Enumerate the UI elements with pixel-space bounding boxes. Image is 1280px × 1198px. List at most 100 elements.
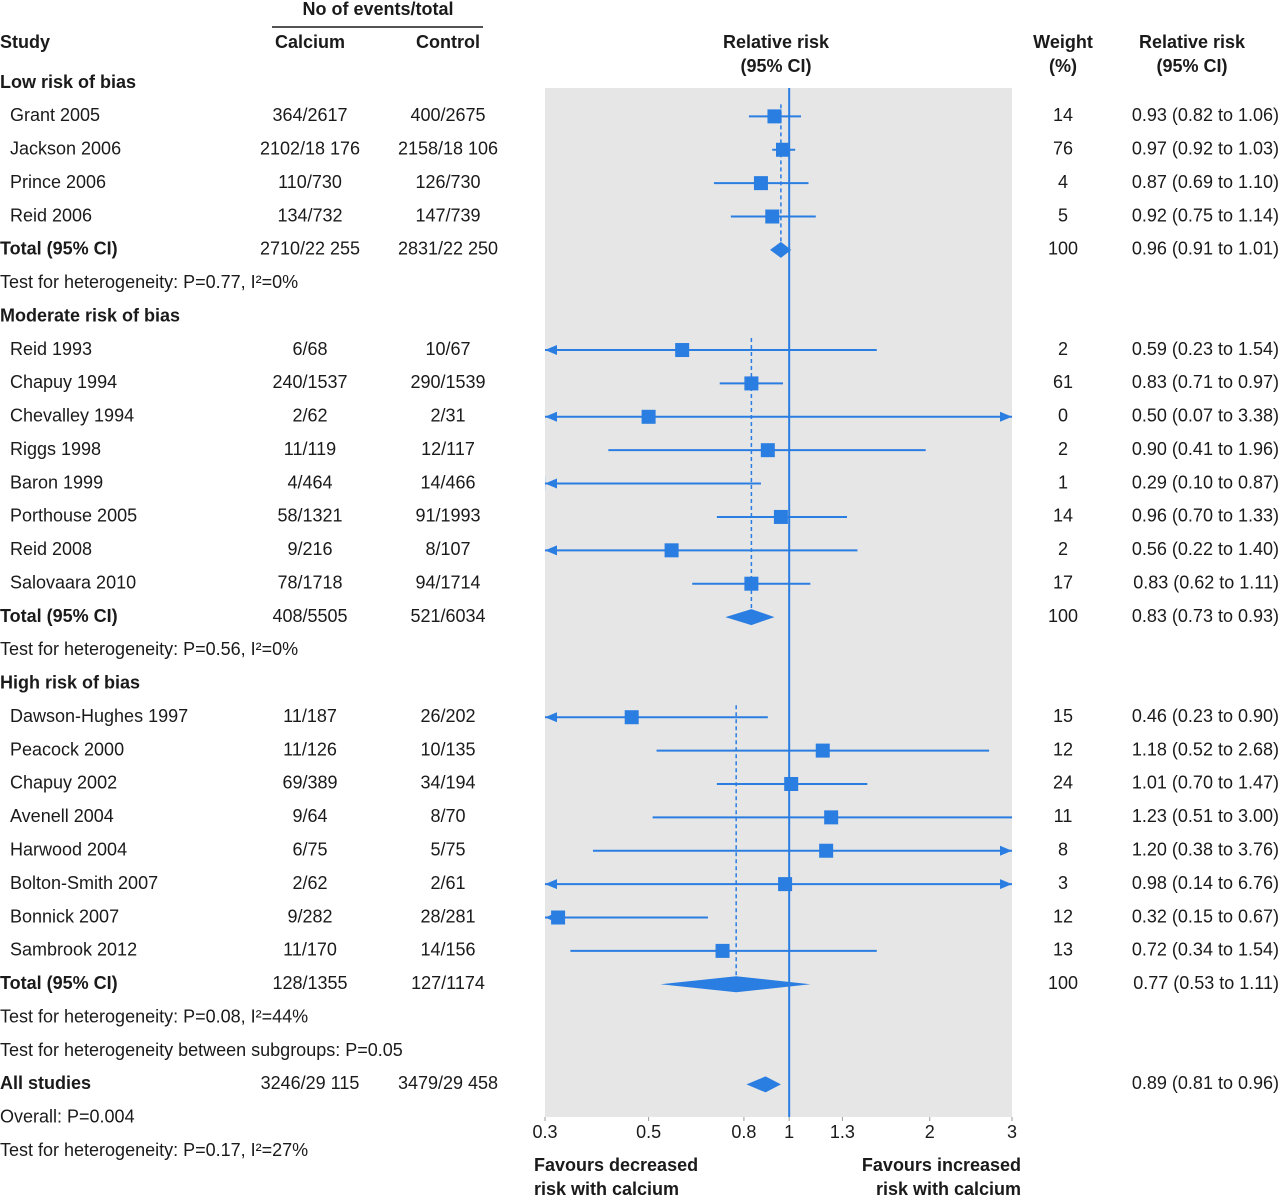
arrow-head xyxy=(545,478,557,489)
calcium-events: 9/64 xyxy=(292,806,327,826)
weight: 15 xyxy=(1053,706,1073,726)
weight: 100 xyxy=(1048,973,1078,993)
study-square xyxy=(641,409,656,424)
header: Study xyxy=(0,32,50,52)
study-square xyxy=(778,877,793,892)
weight: 17 xyxy=(1053,572,1073,592)
calcium-events: 11/126 xyxy=(283,739,337,759)
control-events: 126/730 xyxy=(415,172,480,192)
ci-label: 0.56 (0.22 to 1.40) xyxy=(1132,539,1279,559)
weight: 0 xyxy=(1058,406,1068,426)
arrow-head xyxy=(1000,845,1012,856)
control-events: 3479/29 458 xyxy=(398,1073,498,1093)
calcium-events: 9/282 xyxy=(287,906,332,926)
control-events: 2/31 xyxy=(430,406,465,426)
study-name: Prince 2006 xyxy=(10,172,106,192)
ci-label: 0.50 (0.07 to 3.38) xyxy=(1132,406,1279,426)
control-events: 5/75 xyxy=(430,839,465,859)
weight: 3 xyxy=(1058,873,1068,893)
favours-label: risk with calcium xyxy=(876,1179,1021,1198)
study-square xyxy=(824,810,839,825)
weight: 100 xyxy=(1048,606,1078,626)
control-events: 8/107 xyxy=(425,539,470,559)
header: (95% CI) xyxy=(1156,56,1227,76)
arrow-head xyxy=(1000,411,1012,422)
weight: 14 xyxy=(1053,506,1073,526)
total-label: Total (95% CI) xyxy=(0,606,118,626)
study-square xyxy=(815,743,830,758)
x-tick-label: 1 xyxy=(784,1122,794,1142)
calcium-events: 364/2617 xyxy=(272,105,347,125)
control-events: 26/202 xyxy=(420,706,475,726)
control-events: 10/67 xyxy=(425,339,470,359)
ci-label: 0.72 (0.34 to 1.54) xyxy=(1132,940,1279,960)
ci-label: 0.89 (0.81 to 0.96) xyxy=(1132,1073,1279,1093)
control-events: 12/117 xyxy=(421,439,475,459)
weight: 61 xyxy=(1053,372,1073,392)
ci-label: 0.96 (0.91 to 1.01) xyxy=(1132,239,1279,259)
study-name: Riggs 1998 xyxy=(10,439,101,459)
control-events: 8/70 xyxy=(430,806,465,826)
arrow-head xyxy=(545,345,557,356)
control-events: 2831/22 250 xyxy=(398,239,498,259)
study-name: Reid 2006 xyxy=(10,205,92,225)
x-tick-label: 1.3 xyxy=(830,1122,855,1142)
overall-test: Overall: P=0.004 xyxy=(0,1107,135,1127)
control-events: 2/61 xyxy=(430,873,465,893)
header: (95% CI) xyxy=(740,56,811,76)
calcium-events: 2710/22 255 xyxy=(260,239,360,259)
ci-label: 0.83 (0.73 to 0.93) xyxy=(1132,606,1279,626)
ci-label: 1.23 (0.51 to 3.00) xyxy=(1132,806,1279,826)
header: Relative risk xyxy=(1139,32,1246,52)
ci-label: 1.01 (0.70 to 1.47) xyxy=(1132,773,1279,793)
header: Weight xyxy=(1033,32,1093,52)
control-events: 127/1174 xyxy=(411,973,485,993)
calcium-events: 408/5505 xyxy=(272,606,347,626)
x-tick-label: 3 xyxy=(1007,1122,1017,1142)
study-name: Peacock 2000 xyxy=(10,739,124,759)
pooled-diamond xyxy=(725,609,775,626)
study-square xyxy=(753,176,768,191)
arrow-head xyxy=(545,411,557,422)
weight: 13 xyxy=(1053,940,1073,960)
study-name: Chevalley 1994 xyxy=(10,406,134,426)
calcium-events: 9/216 xyxy=(287,539,332,559)
study-square xyxy=(776,142,791,157)
calcium-events: 69/389 xyxy=(282,773,337,793)
favours-label: Favours increased xyxy=(862,1155,1021,1175)
group-title: Low risk of bias xyxy=(0,72,136,92)
study-square xyxy=(715,943,730,958)
total-label: Total (95% CI) xyxy=(0,973,118,993)
study-name: Reid 1993 xyxy=(10,339,92,359)
ci-label: 0.87 (0.69 to 1.10) xyxy=(1132,172,1279,192)
calcium-events: 6/75 xyxy=(292,839,327,859)
study-name: Chapuy 1994 xyxy=(10,372,117,392)
header: Relative risk xyxy=(723,32,830,52)
control-events: 2158/18 106 xyxy=(398,139,498,159)
header: Calcium xyxy=(275,32,345,52)
study-square xyxy=(760,443,775,458)
study-name: Sambrook 2012 xyxy=(10,940,137,960)
calcium-events: 78/1718 xyxy=(277,572,342,592)
favours-label: risk with calcium xyxy=(534,1179,679,1198)
ci-label: 0.29 (0.10 to 0.87) xyxy=(1132,472,1279,492)
ci-label: 1.20 (0.38 to 3.76) xyxy=(1132,839,1279,859)
ci-label: 0.92 (0.75 to 1.14) xyxy=(1132,205,1279,225)
ci-label: 0.98 (0.14 to 6.76) xyxy=(1132,873,1279,893)
calcium-events: 2102/18 176 xyxy=(260,139,360,159)
study-name: Grant 2005 xyxy=(10,105,100,125)
control-events: 91/1993 xyxy=(415,506,480,526)
weight: 2 xyxy=(1058,539,1068,559)
control-events: 28/281 xyxy=(420,906,475,926)
x-tick-label: 0.8 xyxy=(731,1122,756,1142)
heterogeneity-test: Test for heterogeneity: P=0.77, I²=0% xyxy=(0,272,298,292)
study-square xyxy=(773,509,788,524)
ci-label: 0.93 (0.82 to 1.06) xyxy=(1132,105,1279,125)
pooled-diamond xyxy=(746,1076,781,1093)
weight: 8 xyxy=(1058,839,1068,859)
weight: 1 xyxy=(1058,472,1068,492)
subgroup-test: Test for heterogeneity between subgroups… xyxy=(0,1040,403,1060)
weight: 24 xyxy=(1053,773,1073,793)
calcium-events: 128/1355 xyxy=(272,973,347,993)
control-events: 147/739 xyxy=(415,205,480,225)
